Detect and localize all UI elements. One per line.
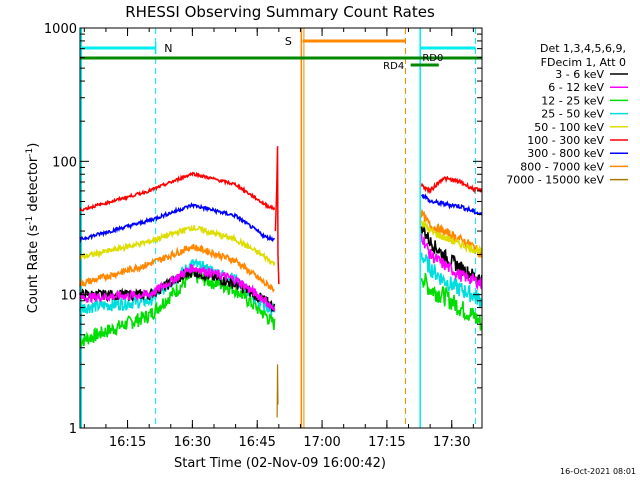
legend: Det 1,3,4,5,6,9, FDecim 1, Att 0 3 - 6 k… [506,42,628,187]
axes: 16:15 16:30 16:45 17:00 17:15 17:30 1 10 100 1000 [44,22,482,450]
plot-area: N S RD4 RD0 [80,28,482,428]
series-line-2-day [420,272,483,331]
series-line-2-night [79,266,276,347]
series-line-1-night [79,263,276,312]
legend-label-3: 25 - 50 keV [541,108,604,121]
saa-label: S [285,35,292,48]
y-tick-label-3: 1000 [44,22,77,37]
plot-frame [79,27,483,429]
series-line-4-night [79,224,276,266]
series-line-6-day [420,193,483,216]
legend-label-0: 3 - 6 keV [555,68,604,81]
legend-label-5: 100 - 300 keV [527,134,604,147]
y-tick-label-0: 1 [69,422,77,437]
series-line-8-spike [276,364,279,418]
series-line-6-night [79,201,276,244]
legend-label-1: 6 - 12 keV [548,81,604,94]
flare-spike [274,146,280,285]
x-tick-label-0: 16:15 [109,435,146,450]
x-axis-label: Start Time (02-Nov-09 16:00:42) [174,456,386,471]
legend-label-7: 800 - 7000 keV [520,160,604,173]
legend-header-line-2: FDecim 1, Att 0 [541,56,626,69]
series-line-5-night [79,171,276,212]
x-tick-label-2: 16:45 [238,435,275,450]
rd0-label: RD0 [422,53,443,64]
data-marks [79,146,483,418]
x-tick-label-5: 17:30 [433,435,470,450]
legend-label-6: 300 - 800 keV [527,147,604,160]
series-line-0-day [420,223,483,287]
x-tick-label-4: 17:15 [368,435,405,450]
series-line-3-day [420,252,483,308]
x-tick-label-1: 16:30 [174,435,211,450]
y-tick-label-2: 100 [52,155,77,170]
series-line-1-day [420,233,483,291]
rd4-label: RD4 [383,61,404,72]
night-label: N [164,42,172,55]
y-tick-label-1: 10 [60,289,77,304]
chart-title: RHESSI Observing Summary Count Rates [125,3,435,21]
series-line-5-day [420,175,483,195]
legend-label-8: 7000 - 15000 keV [506,174,604,187]
series-line-4-day [420,219,483,255]
y-axis-label: Count Rate (s-1 detector-1) [25,143,41,314]
series-line-7-night [79,243,275,293]
footer-date: 16-Oct-2021 08:01 [560,467,636,476]
legend-header-line-1: Det 1,3,4,5,6,9, [540,42,626,55]
legend-label-4: 50 - 100 keV [534,121,604,134]
x-tick-label-3: 17:00 [303,435,340,450]
legend-label-2: 12 - 25 keV [541,94,604,107]
